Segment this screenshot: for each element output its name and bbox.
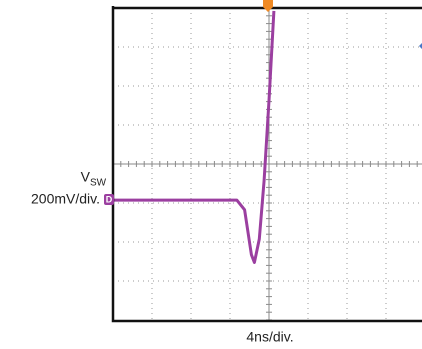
y-scale-label: 200mV/div.	[31, 191, 100, 207]
grid	[112, 7, 422, 321]
waveform	[113, 10, 276, 264]
channel-marker-box	[104, 194, 114, 205]
trigger-marker	[263, 0, 273, 12]
channel-marker: D	[106, 194, 113, 204]
y-label-sub: SW	[90, 178, 107, 189]
trace-area	[113, 10, 276, 264]
x-scale-label: 4ns/div.	[246, 329, 293, 345]
y-label: V	[81, 169, 91, 185]
side-marker	[419, 43, 422, 49]
